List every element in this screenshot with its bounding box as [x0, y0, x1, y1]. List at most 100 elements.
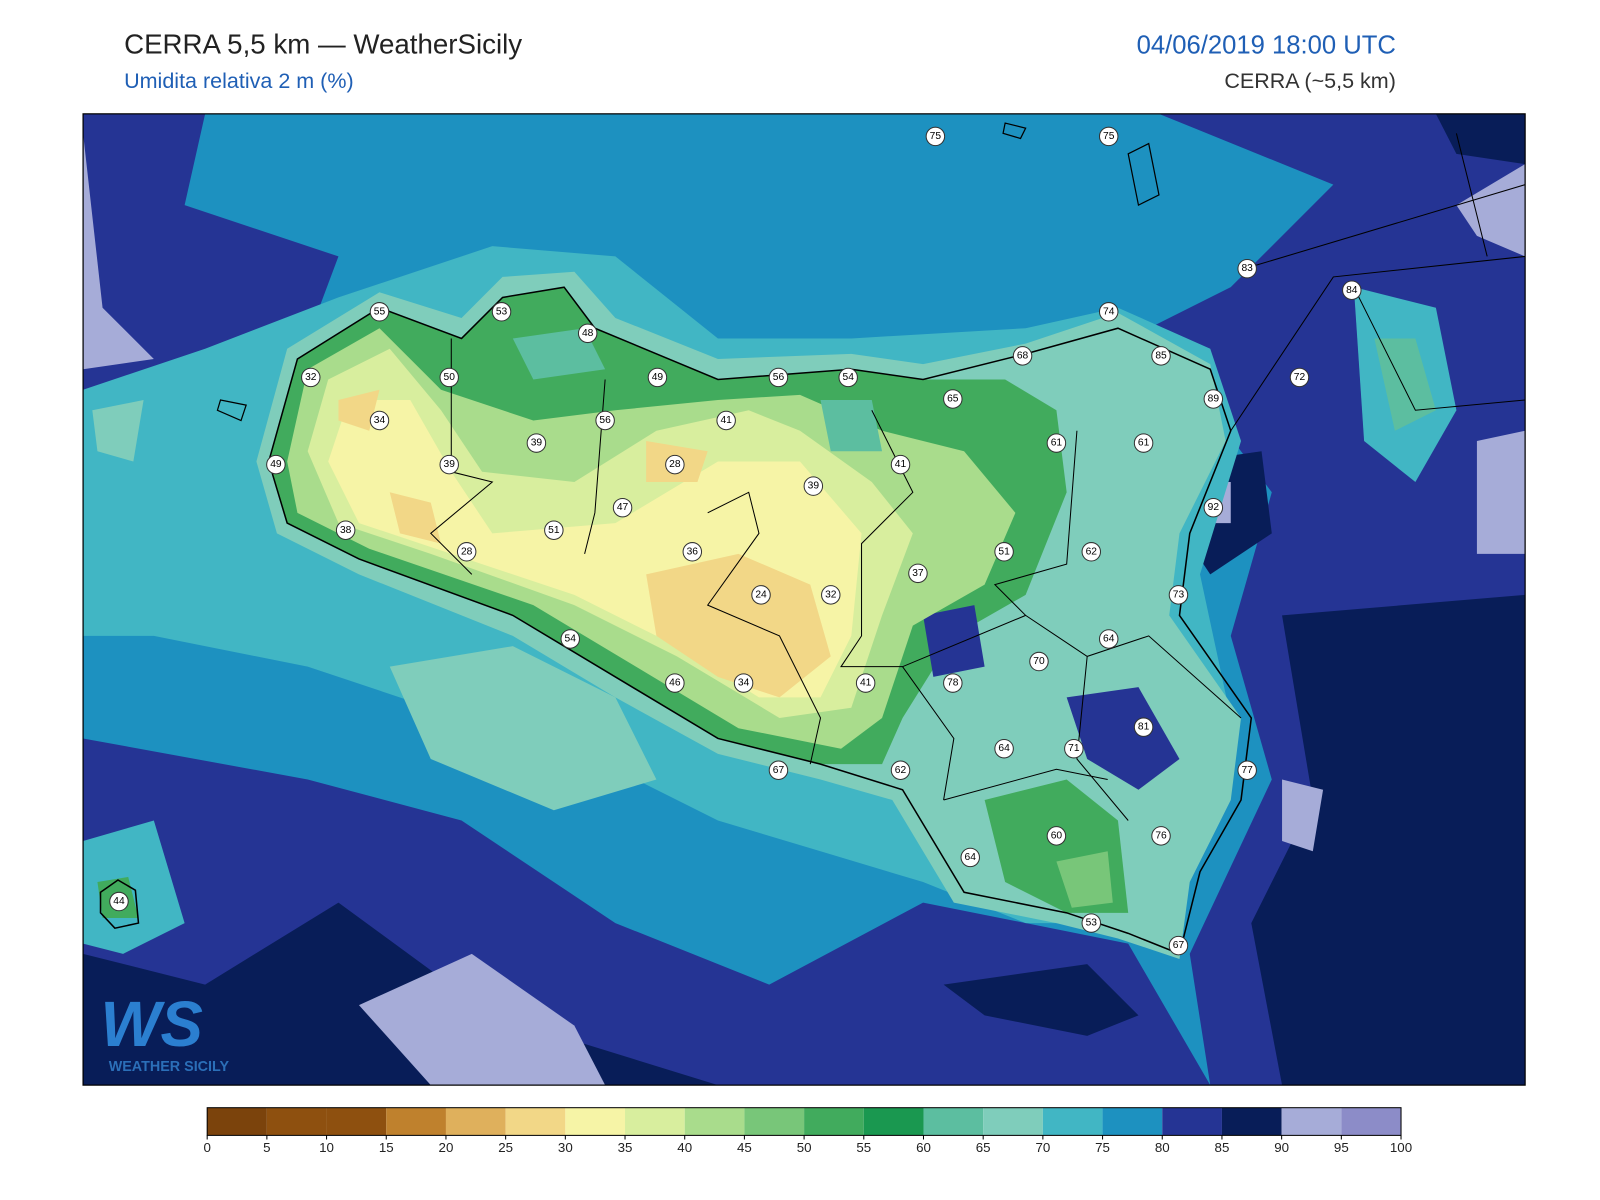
station-marker — [1151, 826, 1171, 846]
colorbar-bin — [445, 1107, 506, 1136]
station-value: 62 — [895, 765, 907, 776]
colorbar-bin — [386, 1107, 446, 1136]
station-value: 74 — [1103, 306, 1115, 317]
colorbar-bin — [863, 1107, 924, 1136]
station-marker — [994, 738, 1014, 759]
station-marker — [733, 673, 754, 693]
station-marker — [439, 367, 459, 388]
station-marker — [1168, 935, 1189, 956]
station-value: 70 — [1033, 656, 1045, 667]
station-value: 54 — [565, 633, 577, 644]
colorbar-bin — [1221, 1107, 1282, 1136]
station-marker — [716, 410, 736, 431]
station-marker — [1133, 433, 1154, 453]
station-marker — [943, 673, 963, 693]
station-value: 77 — [1241, 765, 1253, 776]
station-marker — [943, 389, 963, 409]
station-marker — [890, 760, 911, 780]
colorbar-bin — [1281, 1107, 1342, 1136]
map: 75 75 83 84 55 53 74 48 68 85 32 50 49 56 54 65 72 89 34 56… — [83, 113, 1526, 1086]
station-value: 47 — [617, 502, 629, 513]
station-marker — [1203, 497, 1224, 518]
station-marker — [526, 433, 547, 453]
field — [1169, 113, 1526, 1086]
station-marker — [560, 629, 580, 649]
coastline — [216, 122, 1160, 422]
colorbar-tick-label: 40 — [677, 1140, 692, 1155]
station-value: 61 — [1138, 438, 1150, 449]
colorbar-bin — [625, 1107, 685, 1136]
station-value: 64 — [965, 852, 977, 863]
station-marker — [369, 302, 390, 322]
colorbar-tick-label: 30 — [558, 1140, 573, 1155]
colorbar-bin — [505, 1107, 566, 1136]
station-value: 41 — [720, 415, 732, 426]
station-marker — [1081, 542, 1102, 562]
station-value: 81 — [1138, 722, 1150, 733]
colorbar-tick-label: 35 — [618, 1140, 633, 1155]
logo: WS WEATHER SICILY — [101, 989, 230, 1075]
station-marker — [335, 520, 356, 540]
station-marker — [960, 847, 980, 868]
station-marker — [1098, 302, 1119, 322]
colorbar-tick-label: 90 — [1274, 1140, 1289, 1155]
station-marker — [1203, 389, 1224, 409]
station-value: 44 — [113, 896, 125, 907]
colorbar-tick-label: 75 — [1095, 1140, 1110, 1155]
colorbar-bin — [983, 1107, 1043, 1136]
station-marker — [544, 520, 564, 540]
station-value: 83 — [1241, 263, 1253, 274]
colorbar-tick-label: 50 — [797, 1140, 812, 1155]
station-value: 73 — [1173, 589, 1185, 600]
colorbar-tick-label: 45 — [737, 1140, 752, 1155]
station-value: 71 — [1068, 743, 1080, 754]
field — [1056, 851, 1113, 908]
coastline — [267, 286, 1253, 955]
subtitle: Umidita relativa 2 m (%) — [124, 69, 354, 93]
station-value: 76 — [1155, 830, 1167, 841]
station-marker — [1237, 258, 1257, 279]
station-marker — [647, 367, 668, 388]
station-marker — [821, 585, 841, 605]
station-marker — [751, 585, 771, 605]
colorbar-tick-label: 5 — [263, 1140, 270, 1155]
station-marker — [1012, 346, 1033, 366]
datetime: 04/06/2019 18:00 UTC — [1137, 31, 1396, 59]
colorbar-tick-label: 70 — [1035, 1140, 1050, 1155]
field — [83, 902, 1139, 1086]
station-value: 36 — [687, 546, 699, 557]
station-marker — [768, 760, 789, 780]
station-marker — [768, 367, 789, 388]
colorbar-bin — [684, 1107, 745, 1136]
station-marker — [908, 563, 928, 584]
station-value: 72 — [1294, 372, 1306, 383]
station-value: 75 — [930, 131, 942, 142]
colorbar-tick-label: 100 — [1390, 1140, 1412, 1155]
colorbar-bin — [266, 1107, 327, 1136]
station-marker — [925, 126, 946, 147]
station-value: 62 — [1086, 546, 1098, 557]
colorbar-tick-label: 20 — [439, 1140, 454, 1155]
station-value: 51 — [998, 546, 1010, 557]
station-value: 64 — [1103, 633, 1115, 644]
field — [358, 953, 606, 1086]
map-frame — [82, 113, 1526, 1086]
station-value: 67 — [773, 765, 785, 776]
colorbar-bin — [1162, 1107, 1222, 1136]
station-value: 84 — [1346, 285, 1358, 296]
station-value: 56 — [599, 415, 611, 426]
station-value: 49 — [652, 372, 664, 383]
station-marker — [266, 454, 286, 475]
station-marker — [1289, 367, 1310, 388]
station-value: 50 — [444, 372, 456, 383]
station-value: 67 — [1173, 940, 1185, 951]
model-label: CERRA (~5,5 km) — [1224, 69, 1396, 93]
colorbar-bin — [1102, 1107, 1163, 1136]
colorbar-tick-label: 65 — [976, 1140, 991, 1155]
station-value: 54 — [843, 372, 855, 383]
station-marker — [1029, 651, 1049, 672]
station-value: 65 — [947, 393, 959, 404]
station-marker — [665, 454, 685, 475]
field — [923, 605, 985, 677]
